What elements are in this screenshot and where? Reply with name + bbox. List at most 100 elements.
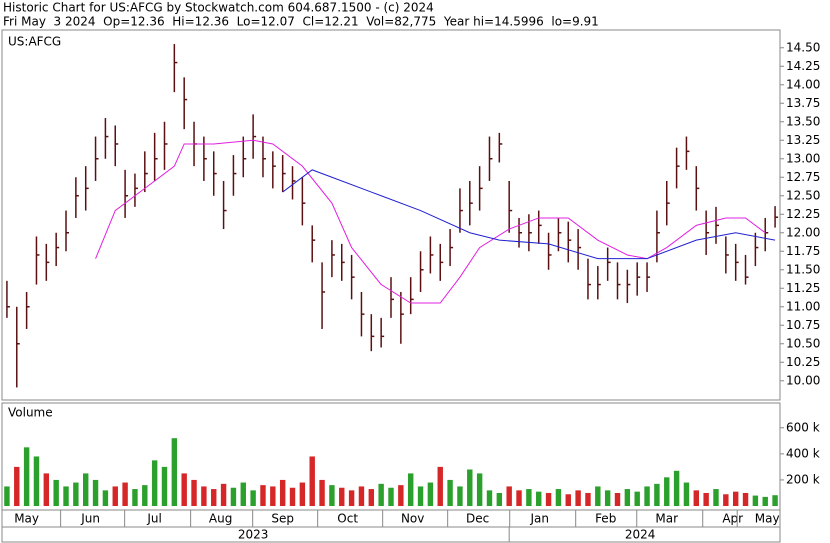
- x-tick-label: Dec: [466, 512, 489, 526]
- volume-bar: [230, 487, 237, 506]
- y-tick-label: 10.75: [786, 318, 820, 332]
- volume-bar: [762, 496, 768, 506]
- x-tick-label: May: [755, 512, 780, 526]
- volume-bar: [614, 492, 621, 506]
- volume-bar: [388, 487, 394, 506]
- volume-bar: [348, 490, 355, 506]
- volume-bar: [102, 490, 109, 506]
- volume-bar: [654, 483, 660, 506]
- volume-bar: [526, 489, 532, 506]
- y-tick-label: 13.25: [786, 133, 820, 147]
- year-strip: [1, 526, 781, 543]
- y-tick-label: 13.75: [786, 96, 820, 110]
- y-tick-label: 13.00: [786, 151, 820, 165]
- x-tick-label: Jan: [529, 512, 549, 526]
- volume-bar: [132, 489, 138, 506]
- y-tick-label: 12.50: [786, 188, 820, 202]
- volume-bar: [457, 486, 463, 506]
- volume-bar: [368, 489, 375, 506]
- volume-bar: [476, 473, 483, 506]
- y-tick-label: 14.25: [786, 59, 820, 73]
- volume-bar: [339, 487, 345, 506]
- volume-bar: [270, 486, 276, 506]
- volume-bar: [417, 486, 424, 506]
- volume-bar: [516, 490, 522, 506]
- moving-average: [282, 169, 776, 260]
- y-tick-label: 14.50: [786, 40, 820, 54]
- volume-bar: [742, 492, 749, 506]
- x-tick-label: Apr: [722, 512, 743, 526]
- x-tick-label: Feb: [595, 512, 616, 526]
- volume-bar: [63, 486, 69, 506]
- y-tick-label: 10.25: [786, 355, 820, 369]
- volume-bar: [92, 479, 99, 506]
- volume-bar: [555, 489, 562, 506]
- volume-bar: [171, 438, 178, 506]
- volume-bar: [693, 490, 699, 506]
- volume-bar: [309, 456, 315, 506]
- volume-bar: [467, 469, 473, 506]
- volume-bar: [329, 485, 335, 506]
- chart-subtitle: Fri May 3 2024 Op=12.36 Hi=12.36 Lo=12.0…: [3, 15, 599, 29]
- volume-bar: [250, 490, 256, 506]
- volume-bar: [447, 479, 453, 506]
- volume-bar: [624, 489, 631, 506]
- volume-bar: [53, 479, 59, 506]
- volume-bar: [299, 482, 306, 506]
- volume-bar: [83, 473, 89, 506]
- volume-bar: [536, 491, 542, 506]
- x-tick-label: Oct: [337, 512, 358, 526]
- x-tick-label: Jul: [146, 512, 161, 526]
- volume-bar: [506, 486, 512, 506]
- volume-bar: [14, 466, 20, 506]
- y-tick-label: 10.00: [786, 373, 820, 387]
- volume-bar: [289, 487, 296, 506]
- y-tick-label: 13.50: [786, 114, 820, 128]
- volume-bar: [437, 466, 443, 506]
- volume-bar: [240, 482, 246, 506]
- chart-title: Historic Chart for US:AFCG by Stockwatch…: [3, 1, 434, 15]
- volume-tick-label: 600 k: [786, 420, 820, 434]
- volume-bar: [545, 492, 552, 506]
- volume-bar: [644, 486, 650, 506]
- volume-bar: [565, 494, 571, 506]
- volume-bar: [23, 447, 30, 506]
- volume-bar: [703, 492, 709, 506]
- volume-tick-label: 200 k: [786, 472, 820, 486]
- volume-bar: [260, 485, 266, 506]
- x-tick-label: Nov: [401, 512, 424, 526]
- volume-bar: [634, 491, 640, 506]
- x-tick-label: Aug: [209, 512, 232, 526]
- volume-bar: [752, 495, 759, 506]
- volume-bar: [4, 486, 10, 506]
- volume-bar: [220, 483, 227, 506]
- x-tick-label: Mar: [655, 512, 678, 526]
- volume-bar: [73, 482, 79, 506]
- volume-bar: [181, 473, 187, 506]
- y-tick-label: 11.50: [786, 262, 820, 276]
- volume-bar: [664, 477, 670, 506]
- y-tick-label: 12.00: [786, 225, 820, 239]
- volume-bar: [732, 491, 739, 506]
- price-panel: [1, 29, 781, 401]
- volume-bar: [486, 490, 493, 506]
- volume-bar: [398, 485, 404, 506]
- volume-bar: [161, 466, 168, 506]
- y-tick-label: 12.75: [786, 170, 820, 184]
- moving-average: [95, 139, 766, 304]
- volume-bar: [201, 486, 207, 506]
- y-tick-label: 11.25: [786, 281, 820, 295]
- volume-bar: [604, 490, 611, 506]
- symbol-label: US:AFCG: [8, 35, 61, 49]
- volume-bar: [43, 473, 50, 506]
- volume-bar: [211, 489, 217, 506]
- year-label: 2023: [238, 528, 269, 542]
- y-tick-label: 11.00: [786, 299, 820, 313]
- volume-bar: [378, 483, 384, 506]
- volume-bar: [358, 486, 365, 506]
- volume-bar: [496, 492, 503, 506]
- volume-bar: [33, 456, 40, 506]
- volume-bar: [191, 479, 197, 506]
- x-tick-label: May: [14, 512, 39, 526]
